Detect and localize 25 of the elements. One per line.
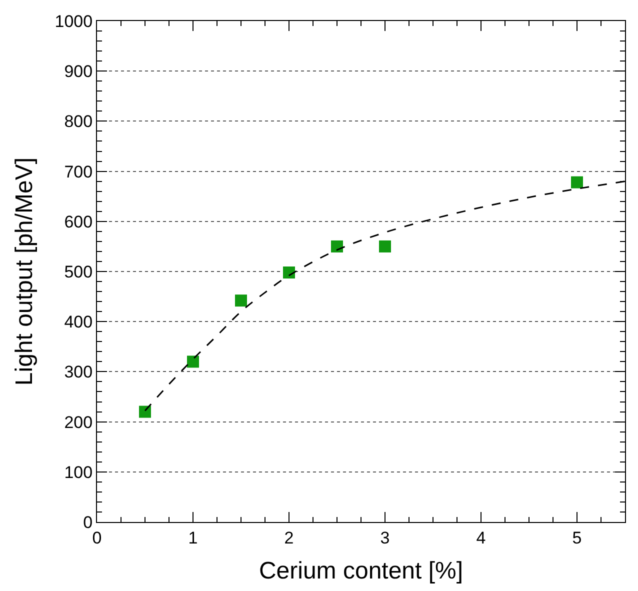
- y-tick-label: 500: [64, 262, 93, 282]
- y-tick-label: 600: [64, 212, 93, 232]
- point: [139, 406, 151, 418]
- y-tick-label: 100: [64, 462, 93, 482]
- y-tick-label: 900: [64, 62, 93, 82]
- x-tick-label: 2: [284, 528, 294, 548]
- point: [187, 356, 199, 368]
- y-tick-label: 300: [64, 362, 93, 382]
- y-tick-label: 1000: [54, 12, 93, 31]
- x-tick-label: 1: [188, 528, 198, 548]
- y-tick-label: 0: [83, 512, 93, 532]
- x-axis-title: Cerium content [%]: [258, 558, 464, 585]
- y-tick-label: 400: [64, 312, 93, 332]
- point: [283, 266, 295, 278]
- x-tick-label: 3: [380, 528, 390, 548]
- point: [571, 176, 583, 188]
- point: [379, 240, 391, 252]
- y-tick-label: 800: [64, 112, 93, 132]
- x-tick-label: 5: [572, 528, 582, 548]
- y-tick-label: 200: [64, 412, 93, 432]
- y-axis-title: Light output [ph/MeV]: [10, 157, 38, 386]
- point: [331, 240, 343, 252]
- x-tick-label: 4: [476, 528, 486, 548]
- y-tick-label: 700: [64, 162, 93, 182]
- point: [235, 294, 247, 307]
